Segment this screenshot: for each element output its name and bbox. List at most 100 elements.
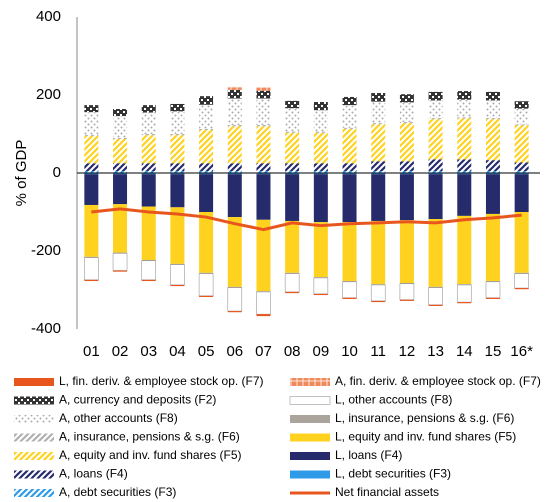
bar-segment — [371, 174, 386, 221]
bar-segment — [170, 171, 185, 173]
bar-segment — [199, 130, 214, 164]
bar-segment — [256, 171, 271, 173]
bar-segment — [256, 87, 271, 91]
bar-segment — [371, 93, 386, 102]
legend-label: A, loans (F4) — [59, 467, 128, 481]
bar-segment — [84, 163, 99, 172]
bar-segment — [399, 299, 414, 301]
bar-segment — [227, 125, 242, 127]
bar-segment — [514, 174, 529, 212]
legend-swatch — [290, 452, 330, 460]
bar-segment — [199, 163, 214, 172]
bar-segment — [227, 171, 242, 173]
bar-segment — [342, 174, 357, 223]
bar-segment — [342, 297, 357, 299]
y-tick-label: -400 — [31, 320, 61, 337]
bar-segment — [313, 277, 329, 295]
bar-segment — [428, 171, 443, 173]
bar-segment — [170, 264, 185, 286]
bar-segment — [227, 89, 242, 99]
bar-segment — [256, 219, 271, 292]
bar-segment — [227, 217, 242, 287]
bar-segment — [112, 253, 128, 271]
bar-segment — [170, 111, 185, 134]
bar-segment — [141, 171, 156, 173]
bar-segment — [428, 100, 443, 119]
bar-segment — [313, 131, 328, 133]
bar-segment — [428, 159, 443, 172]
bar-segment — [313, 102, 328, 111]
bar-segment — [113, 204, 128, 253]
legend-swatch — [14, 396, 54, 405]
bar-segment — [485, 173, 500, 175]
bar-segment — [457, 284, 472, 285]
bar-segment — [457, 174, 472, 216]
bar-segment — [399, 171, 414, 173]
legend-label: Net financial assets — [335, 485, 439, 499]
bar-segment — [371, 173, 386, 175]
bar-segment — [399, 282, 414, 284]
legend-swatch — [14, 489, 54, 497]
bar-segment — [399, 94, 414, 103]
bar-segment — [113, 174, 128, 205]
bar-segment — [170, 284, 185, 287]
bar-segment — [313, 132, 328, 164]
bar-segment — [199, 171, 214, 173]
bar-segment — [199, 104, 214, 129]
bar-segment — [141, 163, 156, 172]
bar-segment — [371, 171, 386, 173]
bar-segment — [342, 281, 357, 299]
bar-segment — [84, 134, 99, 136]
bar-segment — [457, 173, 472, 175]
bar-segment — [141, 173, 156, 175]
bar-segment — [514, 171, 529, 173]
bar-segment — [170, 173, 185, 175]
bar-segment — [285, 220, 300, 273]
bar-segment — [399, 220, 414, 283]
bar-segment — [285, 163, 300, 172]
bar-segment — [227, 286, 242, 288]
bar-segment — [170, 134, 185, 136]
bar-segment — [285, 100, 300, 109]
bar-segment — [227, 98, 242, 126]
bar-segment — [428, 118, 443, 120]
bar-segment — [227, 287, 243, 312]
bar-segment — [113, 252, 128, 254]
bar-segment — [428, 304, 443, 306]
bar-segment — [256, 90, 271, 99]
x-tick-label: 10 — [341, 343, 358, 360]
bar-segment — [256, 314, 271, 317]
bar-segment — [371, 300, 386, 303]
bar-segment — [256, 291, 271, 292]
bar-segment — [170, 163, 185, 172]
bar-segment — [84, 171, 99, 173]
bar-segment — [199, 128, 214, 131]
bar-segment — [457, 159, 472, 172]
x-tick-label: 14 — [456, 343, 473, 360]
legend-label: L, loans (F4) — [335, 448, 402, 462]
legend-swatch — [14, 470, 54, 479]
legend-label: A, fin. deriv. & employee stock op. (F7) — [335, 374, 541, 388]
bar-segment — [514, 108, 529, 125]
bar-segment — [227, 126, 242, 164]
bar-segment — [285, 108, 300, 132]
bar-segment — [113, 163, 128, 172]
bar-segment — [141, 112, 156, 134]
y-tick-label: -200 — [31, 242, 61, 259]
bar-segment — [199, 272, 214, 274]
x-tick-label: 15 — [485, 343, 502, 360]
x-tick-label: 03 — [140, 343, 157, 360]
bar-segment — [170, 207, 185, 264]
legend-swatch — [14, 452, 54, 460]
legend-swatch — [14, 415, 54, 423]
bar-segment — [256, 98, 271, 126]
bar-segment — [457, 215, 472, 285]
bar-segment — [227, 173, 242, 175]
bar-segment — [371, 284, 386, 285]
bar-segment — [285, 132, 300, 164]
bar-segment — [141, 259, 156, 261]
x-tick-label: 12 — [399, 343, 416, 360]
bar-segment — [84, 279, 99, 282]
bar-segment — [84, 174, 99, 205]
bar-segment — [342, 173, 357, 175]
